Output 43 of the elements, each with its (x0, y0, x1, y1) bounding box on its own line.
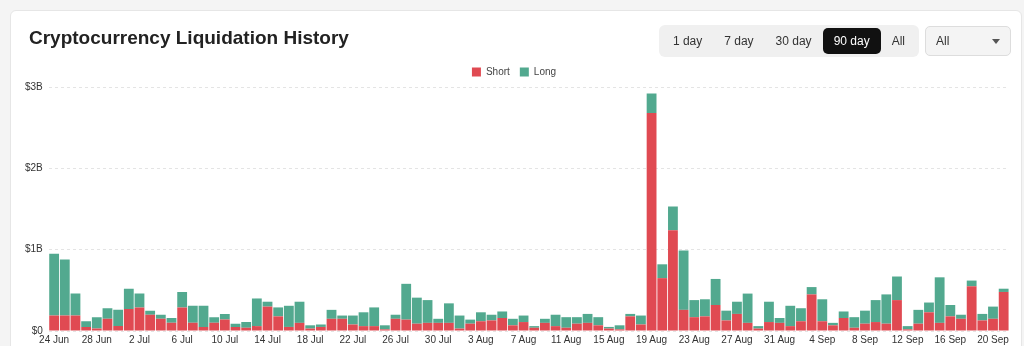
x-tick-label: 22 Jul (339, 333, 367, 345)
x-tick-label: 10 Jul (211, 333, 239, 345)
bar (668, 206, 678, 231)
x-tick-label: 8 Sep (851, 333, 879, 345)
x-tick-label: 6 Jul (171, 333, 193, 345)
x-tick-label: 4 Sep (809, 333, 836, 345)
x-tick-label: 14 Jul (254, 333, 281, 345)
text: 30 day (774, 33, 813, 50)
x-tick-label: 3 Aug (468, 333, 494, 345)
bar (636, 315, 646, 325)
text: 7 day (723, 33, 755, 50)
x-tick-label: 31 Aug (764, 333, 796, 345)
x-tick-label: 15 Aug (593, 333, 625, 345)
bar (806, 287, 817, 295)
text: All (890, 33, 906, 50)
text: 1 day (671, 33, 704, 50)
bar (657, 264, 668, 279)
y-tick-label: $2B (25, 162, 44, 174)
x-tick-label: 28 Jun (81, 333, 112, 345)
x-tick-label: 24 Jun (39, 333, 70, 345)
x-tick-label: 27 Aug (721, 333, 753, 345)
x-tick-label: 11 Aug (551, 333, 582, 345)
text: All (936, 34, 950, 48)
x-tick-label: 20 Sep (977, 333, 1010, 345)
bar (145, 310, 156, 315)
x-tick-label: 30 Jul (424, 333, 452, 345)
x-tick-label: 18 Jul (296, 333, 324, 345)
legend-label: Long (533, 65, 557, 77)
legend-label: Short (485, 65, 511, 77)
x-tick-label: 12 Sep (891, 333, 924, 345)
text: 90 day (822, 28, 881, 54)
chart-title: Cryptocurrency Liquidation History (29, 27, 349, 49)
x-tick-label: 26 Jul (382, 333, 409, 345)
y-tick-label: $3B (25, 80, 44, 92)
x-tick-label: 19 Aug (636, 333, 668, 345)
y-tick-label: $0 (31, 324, 44, 336)
x-tick-label: 7 Aug (510, 333, 537, 345)
bar (817, 299, 828, 322)
bar (998, 288, 1009, 292)
y-tick-label: $1B (25, 243, 44, 255)
x-tick-label: 2 Jul (128, 333, 151, 345)
x-tick-label: 23 Aug (678, 333, 710, 345)
x-tick-label: 16 Sep (934, 333, 967, 345)
